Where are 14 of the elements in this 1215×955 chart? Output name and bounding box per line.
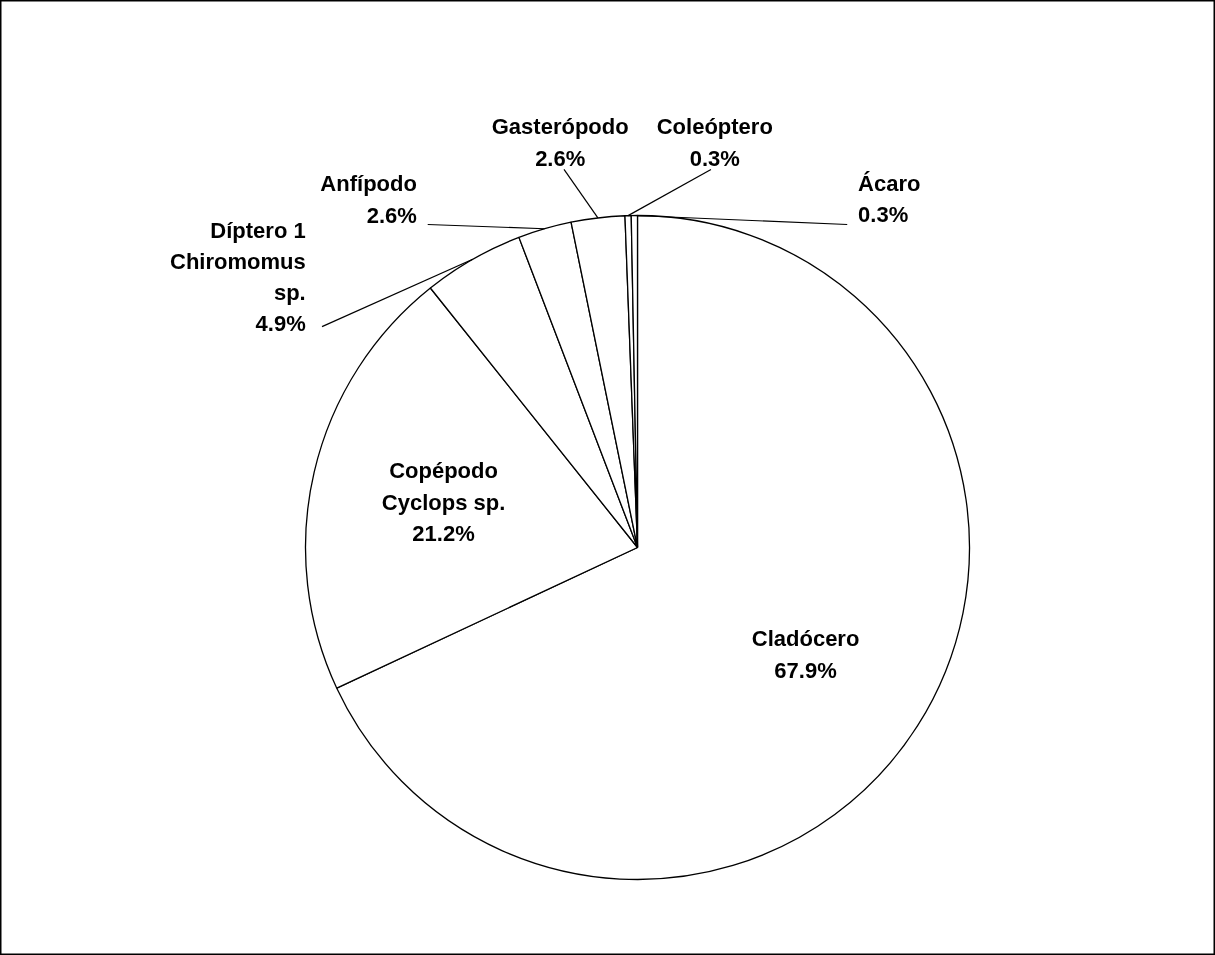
data-label: 0.3% xyxy=(689,145,740,171)
slice-label: Díptero 1 Chiromomus sp. xyxy=(170,217,306,306)
data-label: 67.9% xyxy=(774,657,837,683)
data-label: 4.9% xyxy=(255,311,306,337)
slice-label: Cladócero xyxy=(751,626,860,652)
slice-label: Copépodo Cyclops sp. xyxy=(381,458,506,515)
data-label: 0.3% xyxy=(858,202,909,228)
data-label: 21.2% xyxy=(412,520,475,546)
slice-label: Coleóptero xyxy=(656,114,773,140)
slice-label: Anfípodo xyxy=(320,171,417,197)
slice-label: Ácaro xyxy=(858,171,921,197)
slice-label: Gasterópodo xyxy=(491,114,629,140)
data-label: 2.6% xyxy=(535,145,586,171)
data-label: 2.6% xyxy=(366,202,417,228)
